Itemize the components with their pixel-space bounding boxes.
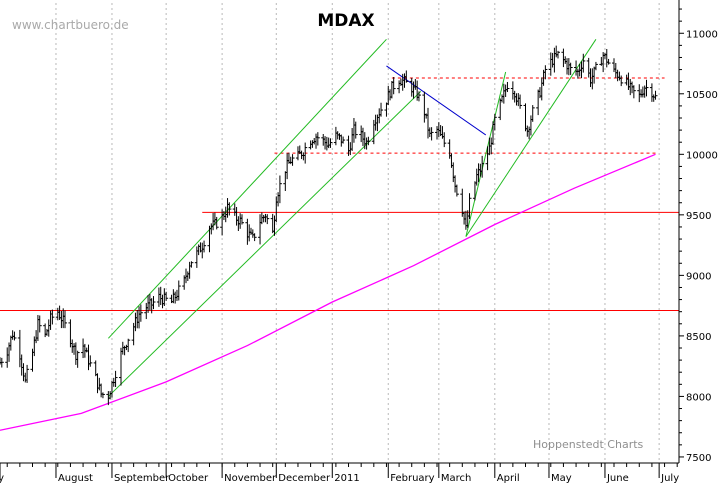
price-bar	[138, 304, 143, 322]
price-bar	[100, 392, 105, 399]
y-tick-label: 9500	[686, 211, 711, 222]
price-bar	[252, 233, 257, 242]
y-tick-label: 7500	[686, 453, 711, 464]
price-bar	[653, 90, 658, 100]
price-bar	[467, 193, 472, 220]
month-label: February	[390, 473, 434, 484]
month-label: 2011	[334, 473, 359, 484]
price-bar	[454, 184, 459, 197]
price-bar	[328, 138, 333, 148]
price-bar	[379, 102, 384, 117]
y-tick-label: 8500	[686, 332, 711, 343]
price-bar	[25, 364, 30, 383]
source-label: Hoppenstedt Charts	[533, 438, 644, 451]
price-bar	[518, 94, 523, 109]
price-bar	[214, 216, 219, 230]
price-bar	[543, 65, 548, 80]
price-bar	[505, 81, 510, 93]
price-bar	[341, 136, 346, 144]
trend-line	[465, 39, 597, 237]
month-label: August	[58, 473, 93, 484]
y-tick-label: 9000	[686, 271, 711, 282]
price-bar	[239, 214, 244, 225]
price-bar	[416, 91, 421, 102]
month-label: July	[660, 473, 679, 484]
price-bar	[353, 121, 358, 139]
price-bar	[581, 53, 586, 73]
price-bar	[126, 338, 131, 353]
y-tick-label: 8000	[686, 392, 711, 403]
price-bar	[442, 132, 447, 148]
trend-line	[107, 38, 387, 339]
price-bar	[492, 114, 497, 131]
price-bar	[568, 62, 573, 75]
price-bar	[151, 296, 156, 310]
watermark: www.chartbuero.de	[12, 18, 129, 32]
price-bar	[391, 76, 396, 95]
price-bar	[366, 136, 371, 146]
month-label: July	[0, 473, 4, 484]
month-label: September	[114, 473, 170, 484]
price-bar	[606, 58, 611, 65]
month-label: May	[551, 473, 572, 484]
month-label: April	[497, 473, 520, 484]
price-bar	[50, 309, 55, 325]
chart-title: MDAX	[317, 11, 374, 31]
price-bar	[315, 132, 320, 146]
price-bar	[12, 331, 17, 341]
month-label: December	[278, 473, 331, 484]
price-bar	[176, 280, 181, 301]
price-bar	[113, 370, 118, 388]
price-bar	[429, 127, 434, 141]
overlay-layer	[0, 38, 679, 431]
price-bar	[556, 50, 561, 59]
price-bar	[480, 155, 485, 178]
y-tick-label: 10500	[686, 90, 718, 101]
price-bar	[277, 175, 282, 204]
month-label: March	[441, 473, 471, 484]
y-tick-label: 11000	[686, 29, 718, 40]
price-bar	[63, 310, 68, 329]
price-bar	[37, 315, 42, 333]
price-bar	[88, 355, 93, 367]
price-bar	[75, 350, 80, 368]
trend-line	[465, 71, 507, 237]
axis-frame	[0, 0, 680, 464]
price-bar	[265, 214, 270, 225]
price-bar	[593, 61, 598, 71]
month-label: October	[168, 473, 209, 484]
price-bars	[0, 45, 658, 406]
price-bar	[290, 154, 295, 166]
moving-average-line	[0, 153, 656, 431]
price-bar	[644, 79, 649, 97]
price-bar	[631, 85, 636, 99]
price-bar	[530, 105, 535, 122]
price-bar	[404, 70, 409, 83]
month-label: November	[224, 473, 277, 484]
month-label: June	[606, 473, 629, 484]
y-tick-label: 10000	[686, 150, 718, 161]
price-bar	[189, 261, 194, 268]
price-bar	[303, 142, 308, 164]
price-bar	[164, 291, 169, 301]
price-bar	[619, 75, 624, 87]
price-bar	[202, 240, 207, 253]
price-bar	[0, 357, 4, 368]
trend-line	[386, 65, 487, 136]
price-bar	[227, 202, 232, 216]
y-axis-ticks: 7500 8000 8500 9000 9500 10000 10500 11000	[679, 8, 718, 464]
